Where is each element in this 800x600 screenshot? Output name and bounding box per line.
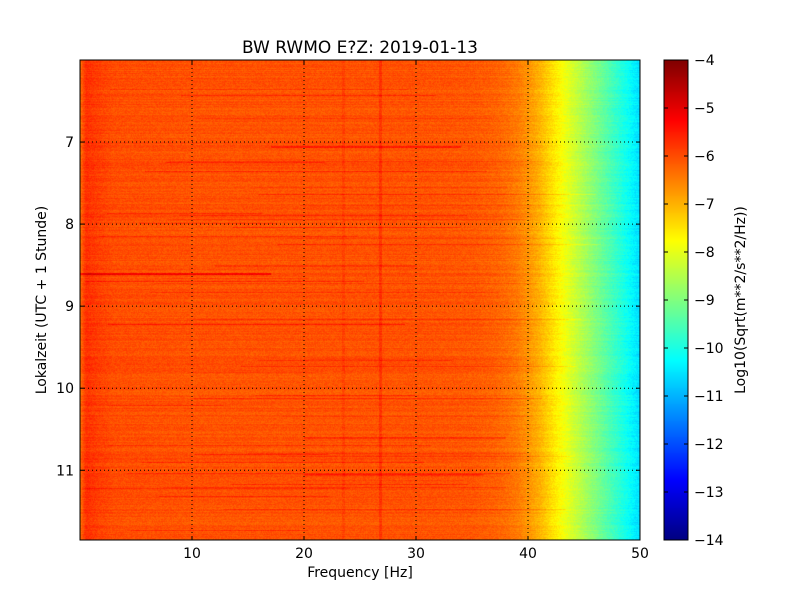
colorbar-tick-label: −14: [694, 533, 724, 549]
colorbar-tick-label: −7: [694, 197, 715, 213]
spectrogram-heatmap: [80, 60, 640, 540]
colorbar-tick-label: −4: [694, 53, 715, 69]
colorbar-ticks: −4 −5 −6 −7 −8 −9 −10 −11 −12 −13 −14: [664, 53, 724, 549]
colorbar-tick-label: −9: [694, 293, 715, 309]
x-tick-label: 40: [519, 546, 537, 562]
x-axis: 10 20 30 40 50: [183, 60, 649, 562]
colorbar-tick-label: −8: [694, 245, 715, 261]
y-tick-label: 11: [56, 463, 74, 479]
colorbar-tick-label: −10: [694, 341, 724, 357]
x-tick-label: 20: [295, 546, 313, 562]
colorbar-tick-label: −11: [694, 389, 724, 405]
colorbar-tick-label: −5: [694, 101, 715, 117]
plot-frame: [79, 59, 641, 541]
plot-area: 10 20 30 40 50 7 8 9 10 11: [56, 59, 649, 562]
colorbar-label: Log10(Sqrt(m**2/s**2/Hz)): [733, 206, 749, 394]
colorbar: −4 −5 −6 −7 −8 −9 −10 −11 −12 −13 −14 Log10(Sqrt(m…: [663, 53, 749, 549]
colorbar-tick-label: −13: [694, 485, 724, 501]
x-axis-label: Frequency [Hz]: [307, 565, 413, 581]
y-tick-label: 7: [65, 135, 74, 151]
x-tick-label: 30: [407, 546, 425, 562]
x-tick-label: 50: [631, 546, 649, 562]
y-axis-label: Lokalzeit (UTC + 1 Stunde): [34, 206, 50, 395]
x-tick-label: 10: [183, 546, 201, 562]
colorbar-tick-label: −6: [694, 149, 715, 165]
y-axis: 7 8 9 10 11: [56, 135, 640, 479]
y-tick-label: 9: [65, 299, 74, 315]
chart-title: BW RWMO E?Z: 2019-01-13: [242, 38, 478, 58]
colorbar-tick-label: −12: [694, 437, 724, 453]
y-tick-label: 8: [65, 217, 74, 233]
y-tick-label: 10: [56, 381, 74, 397]
